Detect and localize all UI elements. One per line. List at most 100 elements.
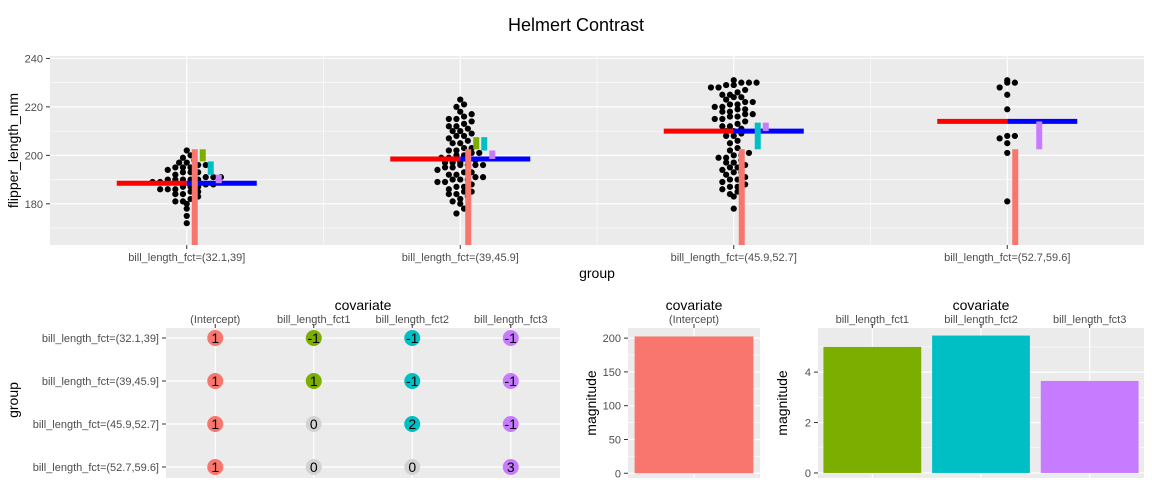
data-point [742,106,749,113]
contrast-cell-value: 1 [211,459,219,475]
data-point [183,220,190,227]
data-point [730,81,737,89]
data-point [179,198,187,205]
data-point [745,149,753,157]
data-point [726,183,734,190]
data-point [715,154,722,161]
contrast-cell-value: -1 [505,330,518,346]
data-point [726,113,734,120]
data-point [719,178,726,186]
data-point [472,161,479,169]
data-point [719,166,726,173]
data-point [453,191,460,198]
data-point [460,132,468,140]
data-point [742,98,749,106]
data-point [164,166,171,173]
y-tick-label: 200 [603,333,621,345]
contrast-cell-dot [207,459,224,475]
data-point [460,113,468,120]
data-point [719,186,726,193]
data-point [723,96,730,103]
data-point [1004,106,1011,113]
data-point [479,174,487,181]
data-point [445,115,452,123]
data-point [441,164,449,171]
data-point [445,171,452,178]
contrast-cell-dot [404,330,421,346]
data-point [730,169,737,176]
contrast-cell-value: 1 [211,416,219,432]
data-point [707,84,715,91]
data-point [183,212,190,220]
data-point [1004,149,1011,157]
data-point [179,191,187,198]
data-point [449,176,456,183]
contrast-cell-dot [305,416,322,432]
y-axis-title: magnitude [583,370,599,436]
y-tick-label: 150 [603,367,621,379]
data-point [742,111,749,118]
facet-title: covariate [666,297,723,313]
data-point [449,140,456,147]
contrast-cell-value: 1 [211,373,219,389]
data-point [468,118,475,125]
data-point [738,79,745,86]
data-point [472,174,479,181]
contrast-cell-dot [404,416,421,432]
data-point [441,178,449,186]
contrast-cell-dot [502,373,519,389]
data-point [726,140,734,147]
data-point [723,154,730,161]
y-tick-label: 180 [25,199,43,211]
data-point [449,198,456,205]
contrast-cell-value: -1 [505,416,518,432]
data-point [202,161,209,169]
data-point [172,198,179,205]
contrast-cell-dot [207,416,224,432]
data-point [749,98,756,106]
data-point [172,171,179,178]
y-tick-label: 200 [25,150,43,162]
data-point [734,137,741,144]
data-point [460,120,468,127]
row-label: bill_length_fct=(39,45.9] [42,376,159,388]
x-tick-label: bill_length_fct=(39,45.9] [402,252,519,264]
data-point [734,101,741,108]
y-tick-label: 0 [615,468,621,480]
data-point [457,176,464,183]
data-point [711,115,718,123]
column-label: bill_length_fct2 [376,314,449,326]
contrast-cell-dot [305,330,322,346]
data-point [172,191,179,198]
contrast-cell-value: 0 [310,459,318,475]
x-axis-title: covariate [335,297,392,313]
data-point [1004,198,1011,205]
data-point [453,123,460,130]
contrast-cell-value: 0 [310,416,318,432]
contrast-cell-dot [207,373,224,389]
contrast-cell-value: -1 [308,330,321,346]
data-point [742,86,749,94]
data-point [996,135,1003,142]
data-point [453,210,460,217]
figure-title: Helmert Contrast [508,15,644,35]
data-point [719,108,726,115]
data-point [453,132,460,140]
data-point [179,164,187,171]
data-point [723,81,730,89]
y-axis-title: flipper_length_mm [5,93,21,208]
x-tick-label: bill_length_fct=(52.7,59.6] [944,252,1070,264]
data-point [1004,77,1011,84]
data-point [434,178,441,186]
data-point [179,154,187,161]
contrast-cell-dot [502,330,519,346]
data-point [460,101,468,108]
data-point [723,132,730,140]
y-tick-label: 220 [25,102,43,114]
data-point [996,84,1003,91]
data-point [711,103,718,110]
column-label: bill_length_fct1 [836,314,909,326]
data-point [734,120,741,127]
data-point [734,106,741,113]
